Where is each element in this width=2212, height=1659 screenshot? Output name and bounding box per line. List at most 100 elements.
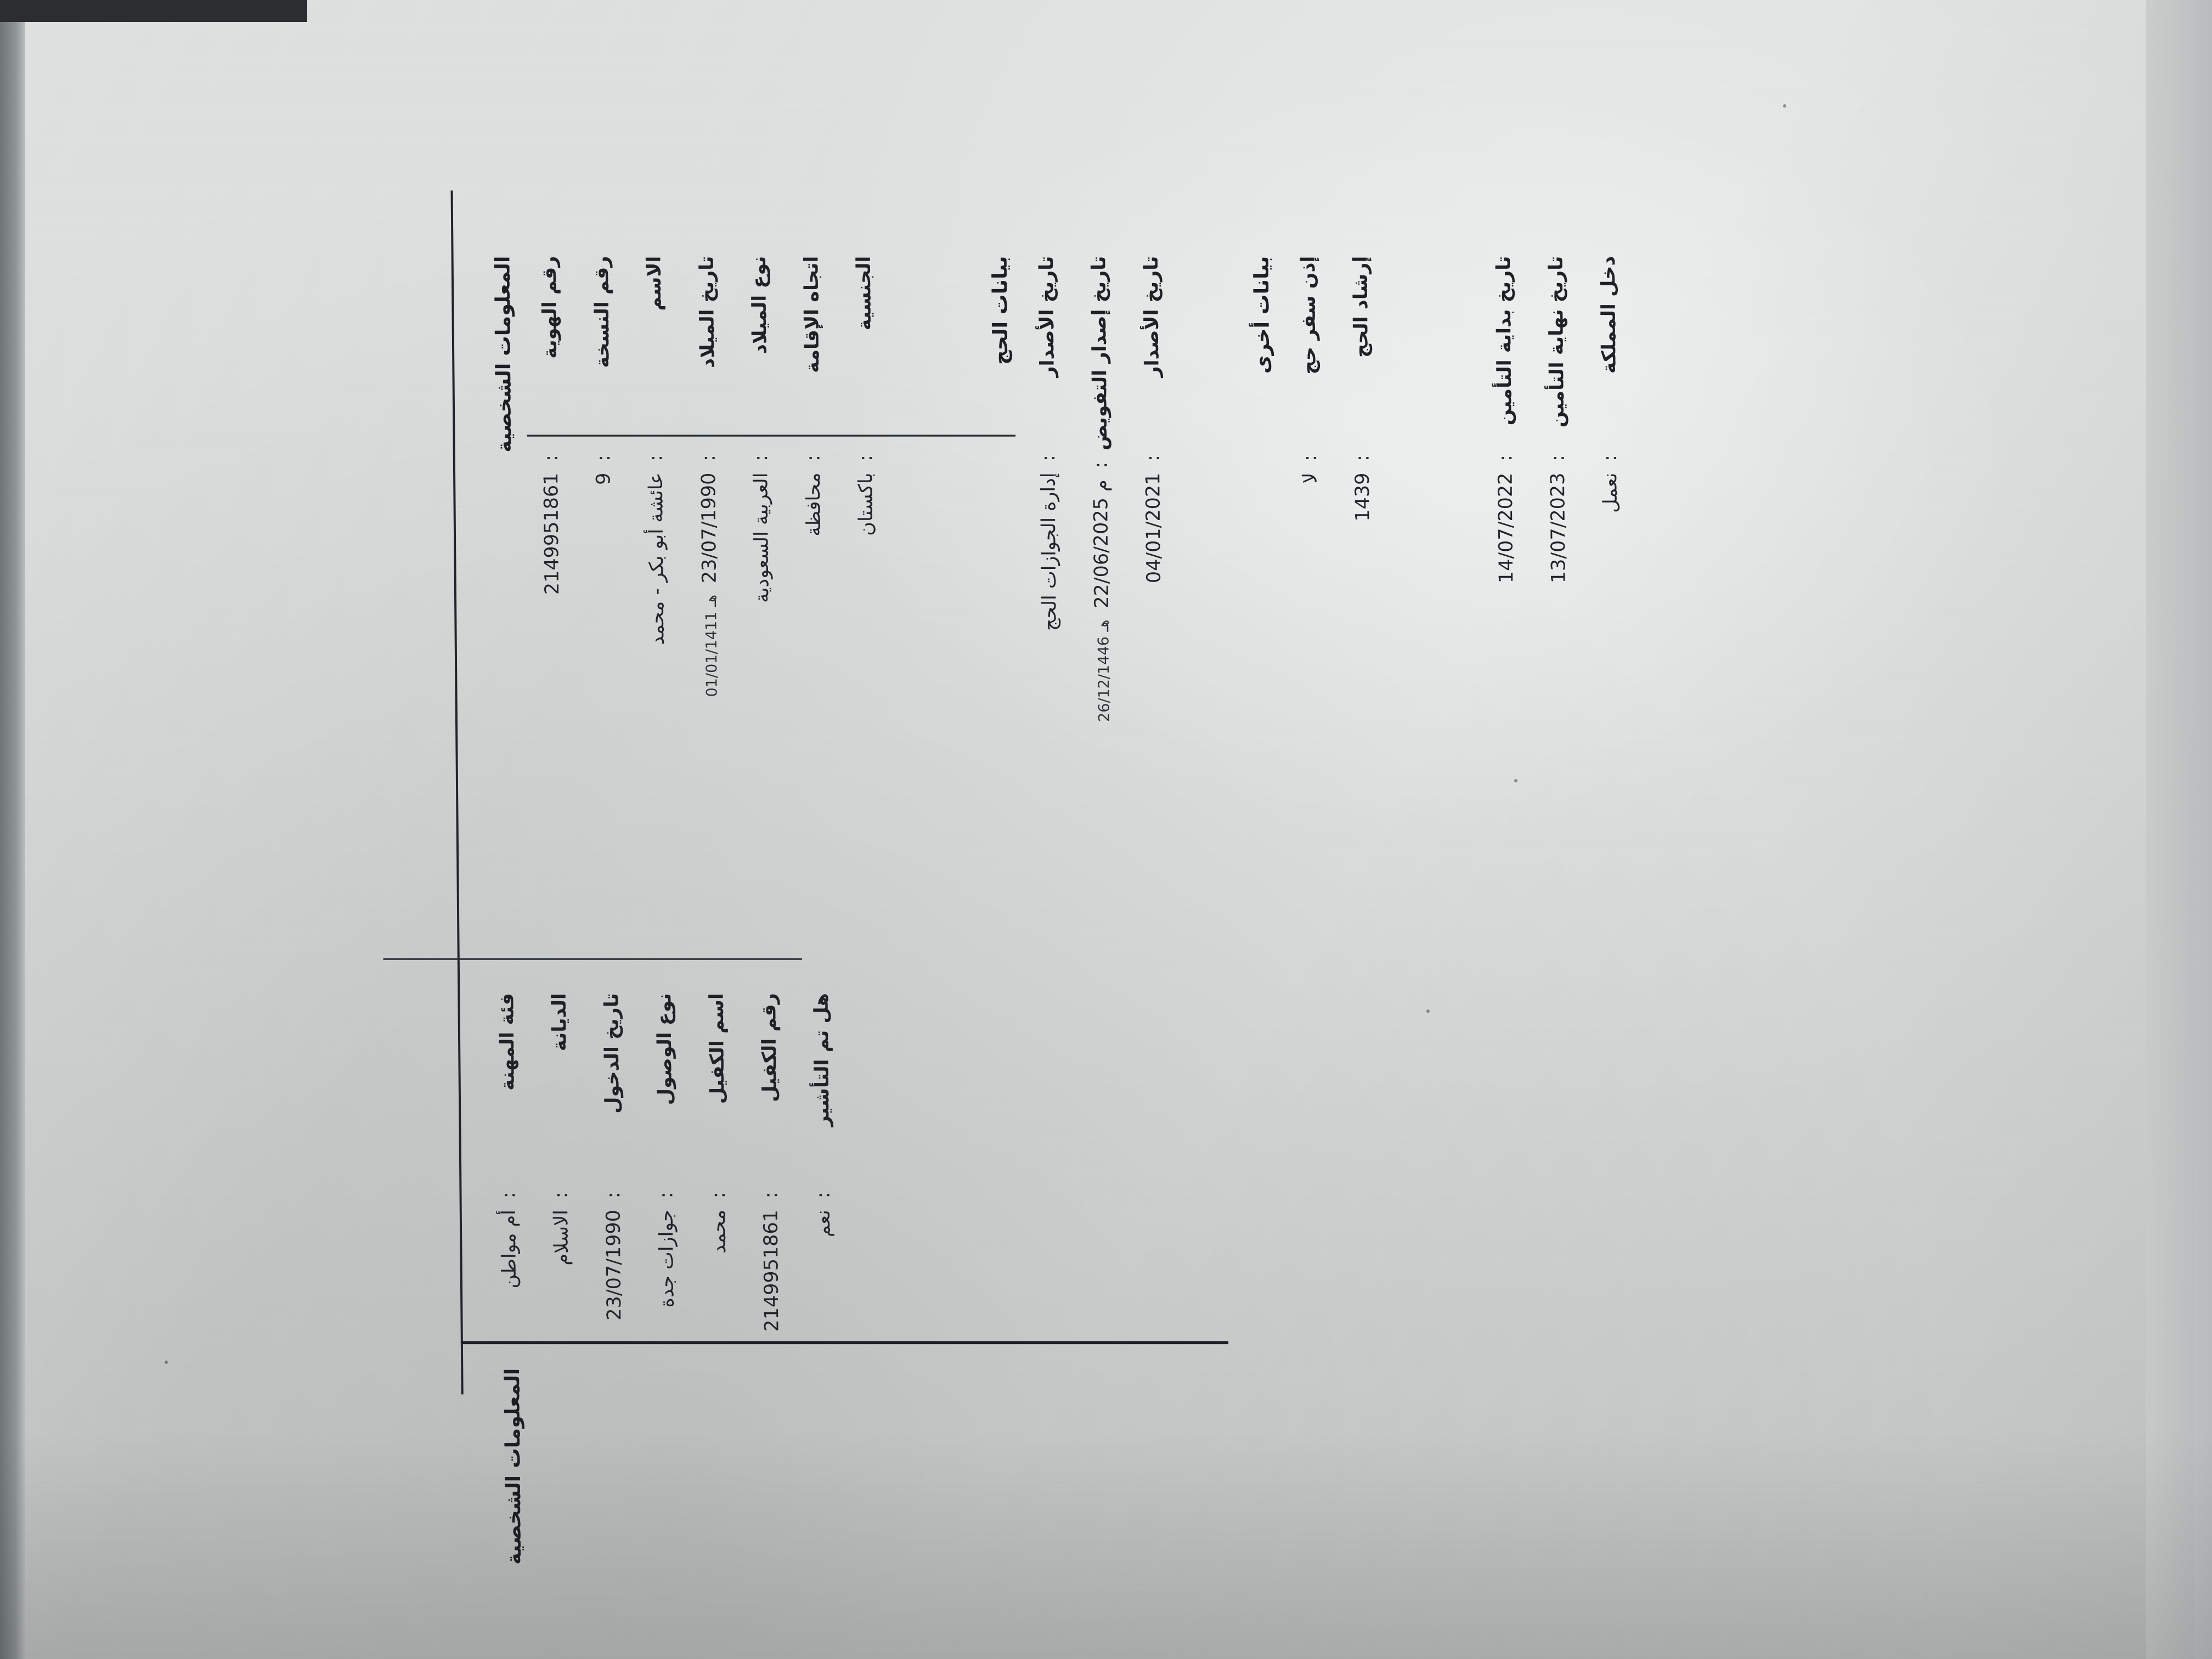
field-row: نوع الوصول : جوازات جدة (653, 993, 678, 1332)
field-label: إذن سفر حج (1297, 256, 1321, 375)
field-label: فئة المهنة (495, 993, 519, 1091)
field-row: فئة المهنة : أم مواطن (495, 993, 521, 1332)
field-value-hijri: 01/01/1411 هـ (702, 594, 721, 697)
paper-speck (1514, 779, 1517, 782)
field-value-hijri: 26/12/1446 هـ (1094, 619, 1114, 722)
form-top-rule (450, 190, 464, 1395)
field-row: إذن سفر حج : لا (1297, 256, 1321, 522)
field-value: 13/07/2023 (1547, 472, 1570, 584)
field-colon: : (592, 455, 615, 461)
field-colon: : (645, 455, 667, 461)
field-colon: : (602, 1192, 625, 1199)
field-value: 2149951861 (540, 472, 563, 595)
section-title-haj: بيانات الحج (988, 256, 1013, 365)
field-value: 1439 (1351, 472, 1374, 522)
field-value: إدارة الجوازات الحج (1037, 472, 1061, 631)
section-insurance: تاريخ بداية التأمين : 14/07/2022 تاريخ ن… (1492, 256, 1654, 584)
section-haj-data: بيانات الحج تاريخ الأصدار : إدارة الجواز… (988, 256, 1198, 722)
paper-speck (1783, 104, 1786, 108)
field-value: نعم (812, 1210, 835, 1238)
field-colon: : (811, 1192, 834, 1199)
field-row: إرشاد الحج : 1439 (1349, 256, 1374, 522)
field-colon: : (1299, 455, 1321, 461)
paper-speck (1426, 1009, 1430, 1013)
field-colon: : (1494, 455, 1517, 461)
field-colon: : (854, 455, 877, 461)
field-colon: : (759, 1192, 782, 1199)
section-other-data: بيانات أخرى إذن سفر حج : لا إرشاد الحج :… (1249, 256, 1405, 522)
field-label: نوع الوصول (653, 993, 676, 1105)
field-label: دخل المملكة (1597, 256, 1621, 374)
field-colon: : (539, 455, 562, 461)
field-row: هل تم التأشير : نعم (810, 993, 835, 1332)
field-label: الديانة (548, 993, 571, 1052)
field-value: 22/06/2025 م (1090, 479, 1113, 608)
field-row: تاريخ نهاية التأمين : 13/07/2023 (1544, 256, 1570, 584)
field-row: رقم النسخة : 9 (590, 256, 616, 697)
section-title-personal-outer: المعلومات الشخصية (500, 1368, 526, 1565)
desk-right-edge (2146, 0, 2212, 1659)
field-value: 14/07/2022 (1494, 472, 1518, 584)
field-colon: : (749, 455, 772, 461)
field-label: تاريخ الأصدار (1035, 256, 1059, 377)
field-row: الديانة : الاسلام (548, 993, 573, 1332)
field-row: تاريخ بداية التأمين : 14/07/2022 (1492, 256, 1518, 584)
field-colon: : (1599, 455, 1622, 461)
field-label: رقم الهوية (538, 256, 561, 359)
field-label: رقم النسخة (590, 256, 614, 368)
field-value: 2149951861 (759, 1210, 783, 1332)
field-label: تاريخ إصدار التفويض (1087, 256, 1112, 451)
field-value: الاسلام (550, 1210, 573, 1266)
field-row: الاسم : عائشة أبو بكر - محمد (642, 256, 669, 697)
form-divider-b (383, 958, 802, 960)
section-personal-information: المعلومات الشخصية رقم الهوية : 214995186… (490, 256, 910, 697)
field-label: تاريخ نهاية التأمين (1544, 256, 1569, 428)
field-colon: : (1089, 461, 1112, 469)
field-label: إرشاد الحج (1349, 256, 1373, 358)
field-label: اسم الكفيل (705, 993, 729, 1104)
field-label: الاسم (642, 256, 666, 311)
field-value: عائشة أبو بكر - محمد (645, 472, 669, 645)
field-colon: : (802, 455, 825, 461)
field-row: تاريخ الدخول : 23/07/1990 (601, 993, 626, 1332)
field-label: تاريخ بداية التأمين (1492, 256, 1516, 426)
field-value: محمد (707, 1210, 730, 1254)
field-row: تاريخ الأصدار : 04/01/2021 (1140, 256, 1166, 722)
field-row: رقم الهوية : 2149951861 (538, 256, 563, 697)
field-value: باكستان (854, 472, 878, 536)
desk-left-edge (0, 0, 25, 1659)
field-value: أم مواطن (497, 1210, 521, 1289)
field-row: اسم الكفيل : محمد (705, 993, 730, 1332)
desk-dark-bar (0, 0, 307, 22)
field-colon: : (654, 1192, 677, 1199)
field-label: الجنسية (853, 256, 876, 331)
field-colon: : (1351, 455, 1374, 461)
field-colon: : (497, 1192, 520, 1199)
form-page: المعلومات الشخصية المعلومات الشخصية رقم … (246, 190, 1870, 1565)
field-label: تاريخ الأصدار (1140, 256, 1164, 377)
field-value: العربية السعودية (749, 472, 774, 603)
field-row: اتجاه الإقامة : محافظة (800, 256, 826, 697)
field-label: تاريخ الميلاد (695, 256, 719, 368)
field-value: 9 (592, 472, 615, 485)
field-row: تاريخ الميلاد : 23/07/1990 01/01/1411 هـ (695, 256, 721, 697)
field-colon: : (1037, 455, 1059, 461)
paper-sheet (22, 0, 2194, 1659)
field-row: تاريخ الأصدار : إدارة الجوازات الحج (1035, 256, 1061, 722)
field-row: تاريخ إصدار التفويض : 22/06/2025 م 26/12… (1087, 256, 1114, 722)
field-row: نوع الميلاد : العربية السعودية (748, 256, 774, 697)
field-label: اتجاه الإقامة (800, 256, 823, 373)
field-value: جوازات جدة (654, 1210, 678, 1308)
form-vertical-rule (460, 1341, 1229, 1345)
field-colon: : (1546, 455, 1569, 461)
field-row: الجنسية : باكستان (853, 256, 878, 697)
field-value: محافظة (802, 472, 825, 537)
paper-speck (165, 1361, 168, 1364)
field-value: 23/07/1990 (697, 472, 721, 584)
field-label: هل تم التأشير (810, 993, 834, 1127)
section-title-personal-inner: المعلومات الشخصية (490, 256, 516, 453)
field-label: رقم الكفيل (758, 993, 781, 1102)
section-title-other: بيانات أخرى (1249, 256, 1274, 374)
field-row: رقم الكفيل : 2149951861 (758, 993, 783, 1332)
